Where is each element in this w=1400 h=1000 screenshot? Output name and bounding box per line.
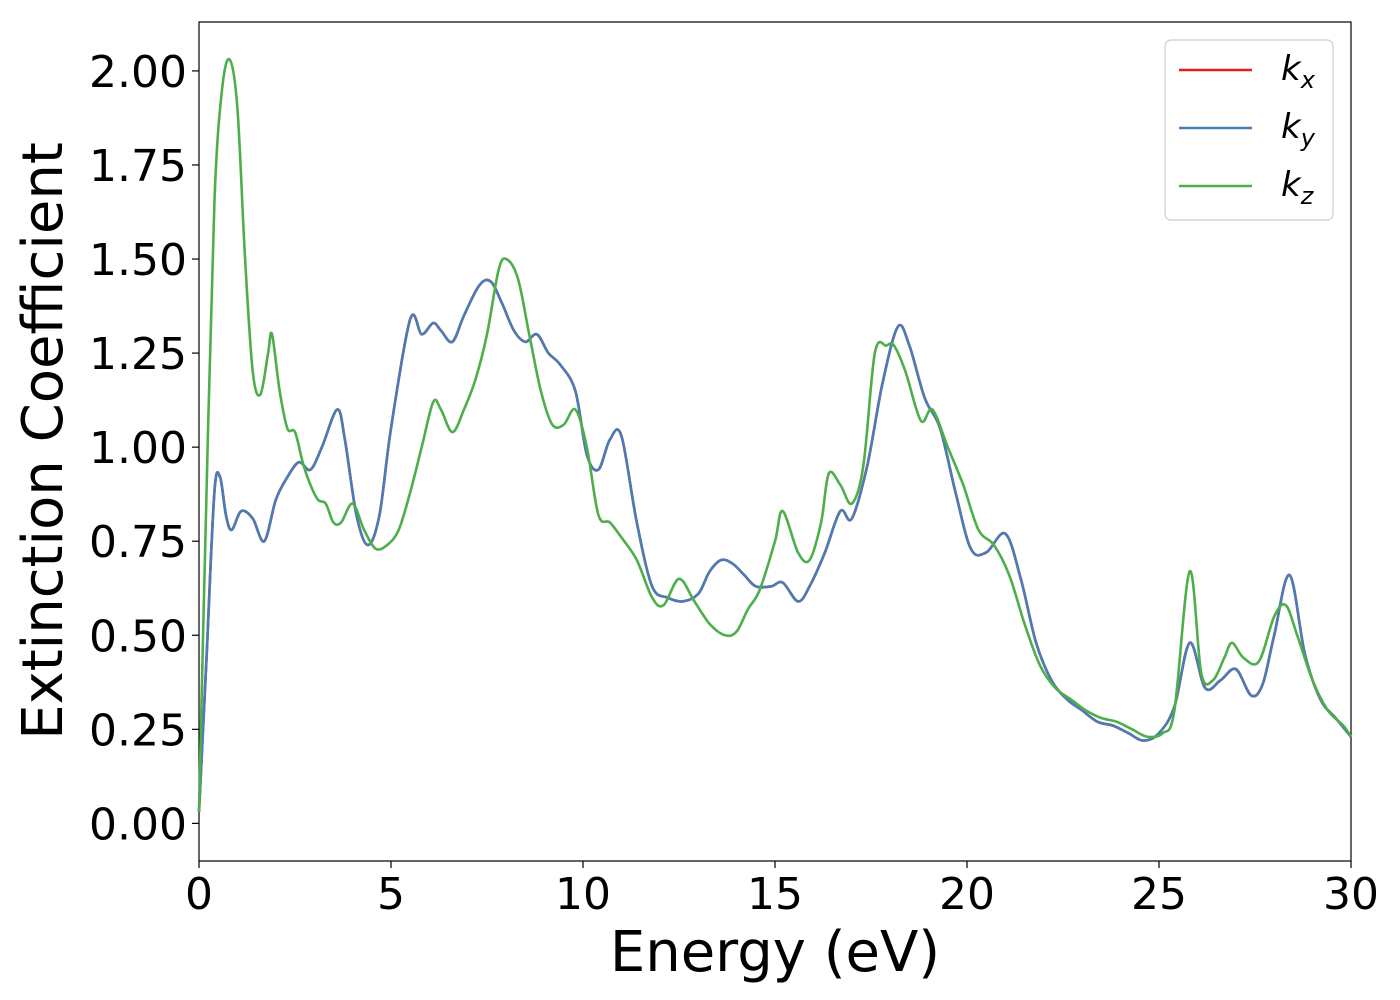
x-axis-label: Energy (eV) — [610, 920, 940, 985]
y-axis-label: Extinction Coefficient — [11, 142, 76, 740]
y-tick-label: 2.00 — [89, 47, 187, 98]
x-axis-ticks: 0 5 10 15 20 25 30 — [185, 861, 1379, 920]
y-tick-label: 1.50 — [89, 235, 187, 286]
x-tick-label: 20 — [939, 869, 995, 920]
series-line-ky — [197, 278, 1352, 813]
y-tick-label: 0.00 — [89, 799, 187, 850]
y-axis-ticks: 0.00 0.25 0.50 0.75 1.00 1.25 1.50 1.75 2.00 — [89, 47, 199, 850]
legend-frame — [1164, 39, 1334, 221]
y-tick-label: 1.25 — [89, 329, 187, 380]
legend: kx ky kz — [1164, 39, 1334, 221]
x-tick-label: 10 — [555, 869, 611, 920]
y-tick-label: 0.75 — [89, 517, 187, 568]
legend-label-kx: kx — [1281, 49, 1316, 94]
legend-label-kz: kz — [1281, 165, 1315, 210]
legend-label-ky: ky — [1281, 107, 1316, 152]
series-layer — [197, 57, 1353, 813]
y-tick-label: 0.50 — [89, 611, 187, 662]
x-tick-label: 0 — [185, 869, 213, 920]
y-tick-label: 0.25 — [89, 705, 187, 756]
y-tick-label: 1.00 — [89, 423, 187, 474]
series-line-kz — [197, 57, 1353, 813]
y-tick-label: 1.75 — [89, 141, 187, 192]
x-tick-label: 15 — [747, 869, 803, 920]
x-tick-label: 25 — [1131, 869, 1187, 920]
x-tick-label: 30 — [1323, 869, 1379, 920]
x-tick-label: 5 — [377, 869, 405, 920]
